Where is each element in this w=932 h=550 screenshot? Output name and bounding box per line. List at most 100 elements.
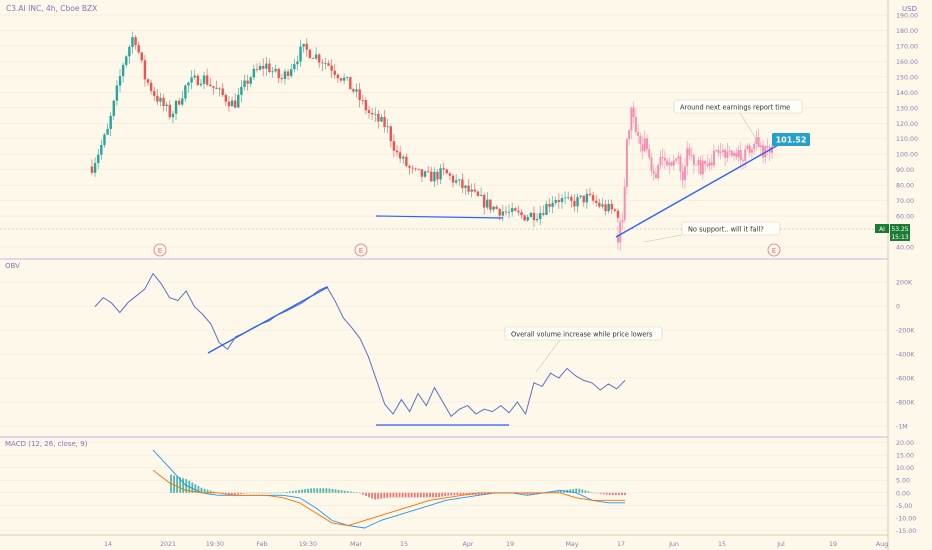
symbol-title[interactable]: C3.AI INC, 4h, Cboe BZX <box>6 4 97 13</box>
forecast-body <box>641 144 644 152</box>
candle-body <box>489 199 492 210</box>
candle-body <box>286 71 290 76</box>
macd-histogram-bar <box>456 492 459 496</box>
candle-body <box>308 49 312 59</box>
time-tick-label: 19 <box>829 541 837 548</box>
candle-body <box>374 113 377 115</box>
candle-body <box>445 169 449 174</box>
earnings-note-pointer <box>739 112 759 143</box>
forecast-body <box>733 152 736 156</box>
candle-body <box>380 116 383 122</box>
candle-body <box>430 171 433 182</box>
obv-title[interactable]: OBV <box>5 262 20 270</box>
forecast-body <box>726 151 729 158</box>
macd-histogram-bar <box>298 490 300 493</box>
forecast-body <box>741 160 744 162</box>
earnings-note-callout[interactable]: Around next earnings report time <box>673 99 803 143</box>
macd-title[interactable]: MACD (12, 26, close, 9) <box>5 440 88 448</box>
time-tick-label: Feb <box>256 541 267 548</box>
time-tick-label: 17 <box>617 541 625 548</box>
candle-body <box>405 156 408 166</box>
macd-histogram-bar <box>554 491 556 493</box>
candle-body <box>473 189 477 192</box>
support-note-callout[interactable]: No support.. will it fall? <box>643 221 781 243</box>
candle-body <box>134 37 137 46</box>
macd-histogram-bar <box>392 492 395 498</box>
forecast-body <box>715 149 718 151</box>
macd-histogram-bar <box>282 492 285 493</box>
candle-body <box>125 56 128 65</box>
candle-body <box>498 208 501 216</box>
obv-note-callout[interactable]: Overall volume increase while price lowe… <box>504 326 663 373</box>
macd-histogram-bar <box>477 492 480 496</box>
macd-histogram-bar <box>605 492 608 495</box>
candle-body <box>507 211 511 213</box>
forecast-body <box>652 170 655 174</box>
macd-histogram-bar <box>557 491 559 493</box>
time-tick-label: Apr <box>463 541 474 548</box>
forecast-body <box>637 131 640 136</box>
macd-histogram-bar <box>435 492 437 498</box>
macd-histogram-bar <box>429 492 431 498</box>
earnings-marker-1[interactable]: E <box>153 243 167 257</box>
last-price-box <box>890 224 910 241</box>
obv-axis[interactable]: 200K 0 -200K -400K -600K -800K -1M <box>896 280 915 431</box>
candle-body <box>610 203 613 210</box>
candle-body <box>479 194 483 196</box>
earnings-marker-circle <box>153 243 167 257</box>
forecast-body <box>748 145 751 153</box>
forecast-body <box>675 158 678 161</box>
target-price-label[interactable]: 101.52 <box>772 133 810 146</box>
candle-body <box>202 75 206 84</box>
candle-body <box>321 62 324 64</box>
price-tick-label: 150.00 <box>896 74 918 81</box>
candle-body <box>426 171 430 173</box>
price-axis[interactable]: 190.00 180.00 170.00 160.00 150.00 140.00 130.… <box>896 13 918 252</box>
candle-body <box>439 168 442 180</box>
candle-body <box>311 58 315 59</box>
candle-body <box>196 75 200 86</box>
macd-histogram-bar <box>483 492 486 495</box>
last-price-label[interactable]: AI 53.25 15:13 <box>875 224 910 241</box>
candle-body <box>324 63 327 65</box>
time-tick-label: 19:30 <box>206 541 224 548</box>
candle-body <box>193 75 196 78</box>
last-price-value: 53.25 <box>891 226 908 233</box>
candle-body <box>451 175 455 183</box>
price-tick-label: 140.00 <box>896 90 918 97</box>
macd-axis[interactable]: 20.00 15.00 10.00 5.00 0.00 -5.00 -10.00 -15.00 <box>896 440 916 535</box>
macd-histogram-bar <box>246 492 249 494</box>
earnings-marker-2[interactable]: E <box>354 243 368 257</box>
time-axis[interactable]: 14 2021 19:30 Feb 19:30 Mar 15 Apr 19 May 17 Jun 15 J… <box>104 541 888 548</box>
candle-body <box>265 63 268 69</box>
obv-tick-label: -800K <box>896 400 915 407</box>
candle-body <box>177 100 181 105</box>
macd-histogram-bar <box>374 492 377 500</box>
forecast-body <box>708 162 711 166</box>
candle-body <box>352 89 355 92</box>
candle-body <box>576 197 579 207</box>
time-tick-label: 19 <box>506 541 514 548</box>
macd-histogram-bar <box>404 492 407 498</box>
candle-body <box>93 163 97 173</box>
earnings-marker-3[interactable]: E <box>767 243 781 257</box>
candle-body <box>517 210 520 213</box>
candle-body <box>121 64 125 77</box>
macd-histogram-bar <box>243 492 246 494</box>
price-tick-label: 170.00 <box>896 43 918 50</box>
candle-body <box>339 78 343 81</box>
forecast-body <box>648 149 651 158</box>
support-trendline[interactable] <box>375 215 504 219</box>
candle-body <box>277 68 280 79</box>
candle-body <box>346 77 349 78</box>
candle-body <box>538 213 542 220</box>
macd-histogram-bar <box>569 489 572 493</box>
currency-label[interactable]: USD <box>902 5 917 13</box>
rising-trendline[interactable] <box>615 143 781 238</box>
candle-body <box>595 200 598 203</box>
obv-rising-trendline[interactable] <box>207 286 329 354</box>
macd-histogram-bar <box>343 490 346 493</box>
candle-body <box>333 70 336 75</box>
